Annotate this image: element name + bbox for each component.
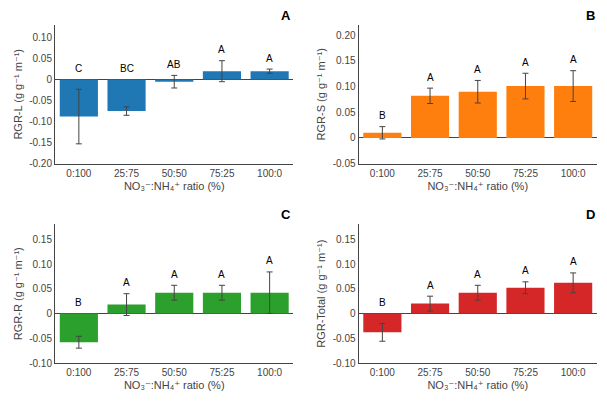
svg-text:-0.05: -0.05 [333,333,356,344]
svg-text:0: 0 [350,132,356,143]
svg-text:A: A [427,72,434,83]
svg-text:A: A [570,54,577,65]
svg-text:50:50: 50:50 [162,168,187,179]
svg-text:B: B [75,297,82,308]
svg-text:A: A [522,265,529,276]
svg-text:100:0: 100:0 [257,367,282,378]
svg-text:-0.05: -0.05 [29,95,52,106]
svg-text:A: A [218,269,225,280]
svg-text:-0.10: -0.10 [29,116,52,127]
svg-text:25:75: 25:75 [418,367,443,378]
svg-text:100:0: 100:0 [257,168,282,179]
svg-text:0: 0 [46,74,52,85]
svg-text:0.15: 0.15 [336,234,356,245]
svg-text:0.10: 0.10 [33,259,53,270]
svg-text:-0.05: -0.05 [29,333,52,344]
svg-text:100:0: 100:0 [561,168,586,179]
svg-text:A: A [522,57,529,68]
svg-text:RGR-S (g g⁻¹ m⁻¹): RGR-S (g g⁻¹ m⁻¹) [315,48,327,140]
svg-text:75:25: 75:25 [209,168,234,179]
svg-text:0:100: 0:100 [370,168,395,179]
svg-text:RGR-L (g g⁻¹ m⁻¹): RGR-L (g g⁻¹ m⁻¹) [12,49,24,140]
svg-text:A: A [570,256,577,267]
svg-text:A: A [266,53,273,64]
svg-text:NO₃⁻:NH₄⁺ ratio (%): NO₃⁻:NH₄⁺ ratio (%) [124,379,225,391]
svg-text:0.05: 0.05 [33,283,53,294]
svg-text:A: A [474,269,481,280]
svg-text:AB: AB [167,59,181,70]
svg-text:-0.10: -0.10 [333,358,356,369]
svg-text:0:100: 0:100 [370,367,395,378]
svg-text:75:25: 75:25 [209,367,234,378]
svg-text:BC: BC [120,63,134,74]
svg-text:NO₃⁻:NH₄⁺ ratio (%): NO₃⁻:NH₄⁺ ratio (%) [124,180,225,192]
svg-text:A: A [123,277,130,288]
svg-text:C: C [281,207,291,222]
svg-text:RGR-Total (g g⁻¹ m⁻¹): RGR-Total (g g⁻¹ m⁻¹) [315,240,327,348]
svg-text:0.10: 0.10 [33,32,53,43]
svg-text:RGR-R (g g⁻¹ m⁻¹): RGR-R (g g⁻¹ m⁻¹) [12,247,24,340]
svg-text:50:50: 50:50 [162,367,187,378]
svg-text:A: A [281,8,291,23]
svg-text:0.15: 0.15 [336,55,356,66]
svg-text:100:0: 100:0 [561,367,586,378]
svg-text:A: A [218,44,225,55]
svg-text:0: 0 [350,308,356,319]
svg-text:0.15: 0.15 [33,234,53,245]
svg-text:75:25: 75:25 [513,367,538,378]
svg-text:0: 0 [46,308,52,319]
svg-text:B: B [379,297,386,308]
svg-text:25:75: 25:75 [418,168,443,179]
svg-text:-0.15: -0.15 [29,137,52,148]
svg-text:50:50: 50:50 [465,168,490,179]
svg-text:0.05: 0.05 [336,283,356,294]
svg-text:B: B [379,110,386,121]
svg-text:50:50: 50:50 [465,367,490,378]
svg-text:25:75: 25:75 [114,168,139,179]
svg-text:0:100: 0:100 [66,367,91,378]
svg-text:-0.10: -0.10 [29,358,52,369]
svg-text:25:75: 25:75 [114,367,139,378]
svg-text:0.10: 0.10 [336,259,356,270]
svg-text:A: A [266,255,273,266]
svg-text:A: A [474,64,481,75]
svg-text:A: A [427,280,434,291]
svg-text:A: A [171,269,178,280]
svg-text:0.10: 0.10 [336,81,356,92]
svg-text:0.05: 0.05 [336,107,356,118]
svg-text:B: B [586,8,595,23]
svg-text:C: C [75,63,82,74]
svg-text:0.20: 0.20 [336,30,356,41]
svg-text:NO₃⁻:NH₄⁺ ratio (%): NO₃⁻:NH₄⁺ ratio (%) [427,379,528,391]
svg-text:0.05: 0.05 [33,53,53,64]
svg-text:D: D [586,207,595,222]
svg-text:NO₃⁻:NH₄⁺ ratio (%): NO₃⁻:NH₄⁺ ratio (%) [427,180,528,192]
svg-text:-0.05: -0.05 [333,158,356,169]
svg-text:-0.20: -0.20 [29,158,52,169]
svg-text:0:100: 0:100 [66,168,91,179]
svg-text:75:25: 75:25 [513,168,538,179]
